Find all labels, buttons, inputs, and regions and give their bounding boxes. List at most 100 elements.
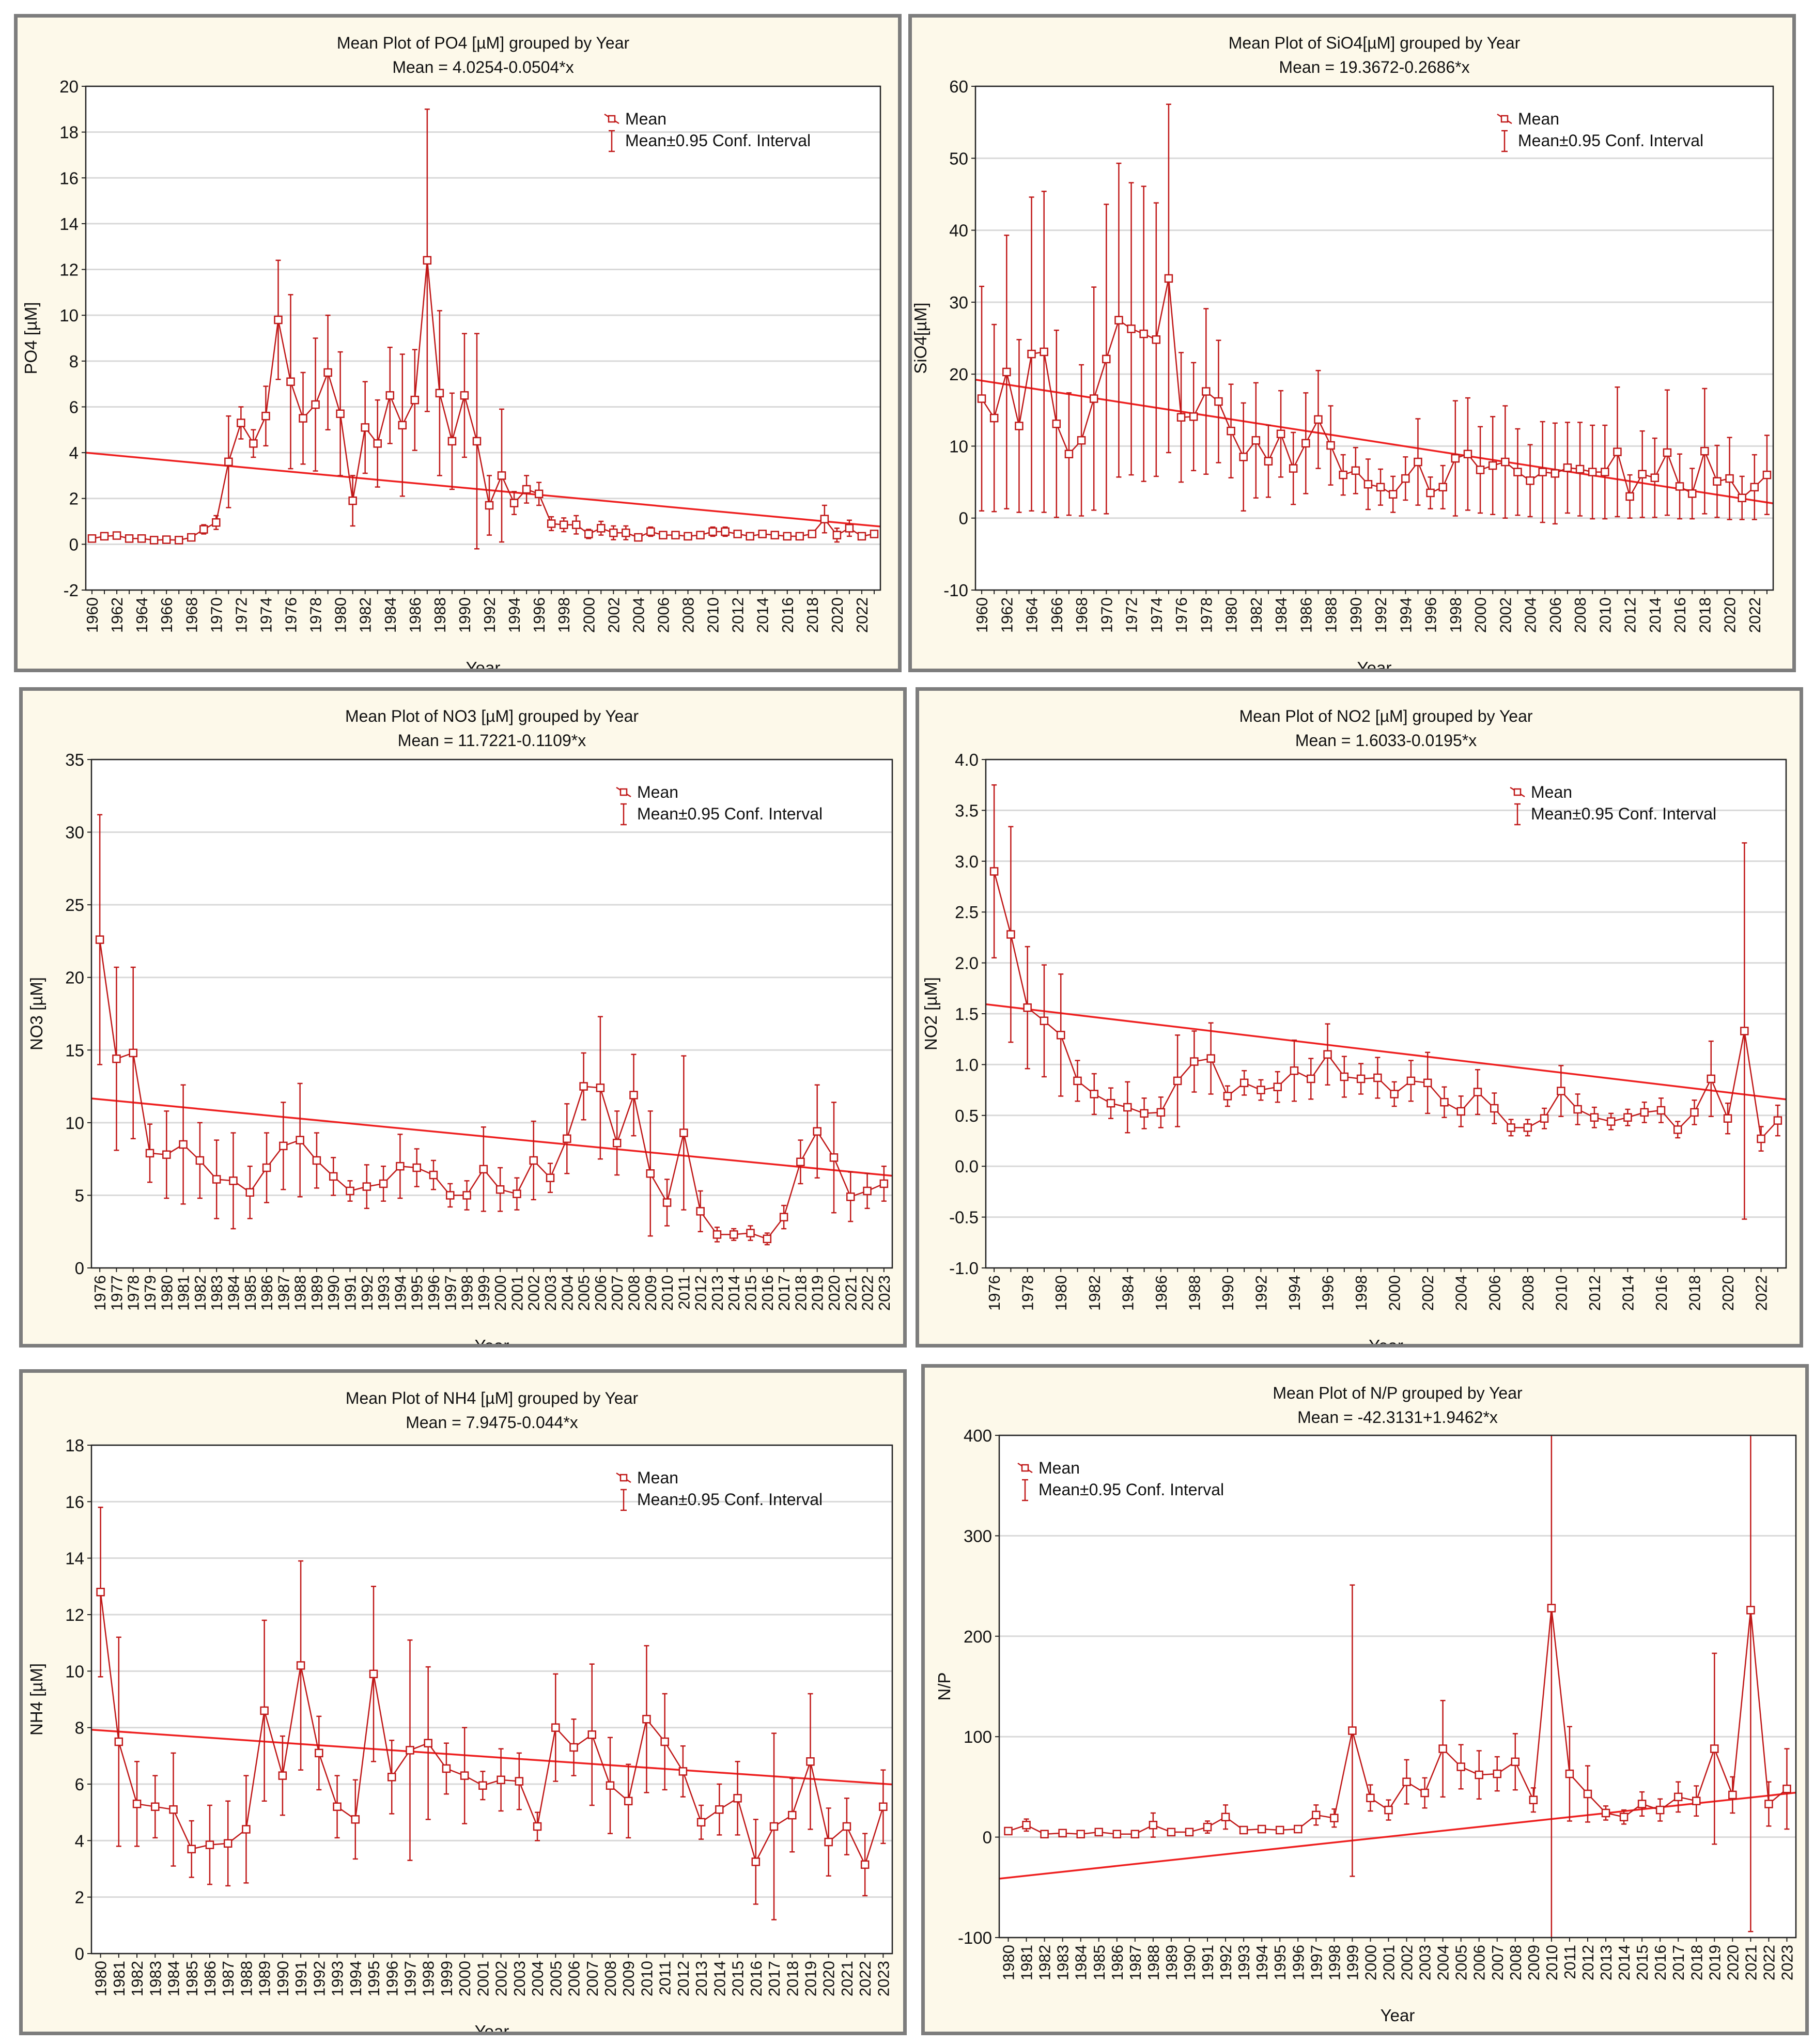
x-tick-label: 2008 (1519, 1275, 1537, 1311)
chart-svg: Mean Plot of NH4 [µM] grouped by Year Mea… (27, 1389, 893, 2032)
x-tick-label: 2017 (1669, 1945, 1687, 1980)
y-tick-label: -100 (958, 1928, 992, 1947)
x-tick-label: 1972 (1123, 597, 1141, 633)
x-tick-label: 1976 (1172, 597, 1190, 633)
x-tick-label: 2012 (692, 1275, 710, 1311)
mean-point (410, 395, 420, 405)
mean-point (479, 1165, 488, 1174)
mean-point (1040, 1016, 1049, 1026)
mean-point (606, 1781, 615, 1790)
mean-point (1725, 474, 1734, 483)
x-tick-label: 2016 (779, 597, 797, 633)
x-tick-label: 1996 (1289, 1945, 1307, 1980)
x-tick-label: 2005 (575, 1275, 593, 1311)
x-tick-label: 1974 (257, 597, 275, 633)
x-tick-label: 1978 (1019, 1275, 1037, 1311)
x-tick-label: 2006 (1485, 1275, 1503, 1311)
x-tick-label: 1987 (274, 1275, 292, 1311)
x-tick-label: 1994 (1397, 597, 1415, 633)
mean-point (597, 524, 606, 533)
chart-subtitle: Mean = 7.9475-0.044*x (406, 1413, 578, 1432)
mean-point (1351, 466, 1360, 475)
x-tick-label: 1997 (441, 1275, 459, 1311)
mean-point (1513, 468, 1522, 476)
mean-point (387, 1773, 396, 1782)
mean-point (1015, 422, 1024, 430)
y-tick-label: 2.5 (955, 903, 979, 922)
x-tick-label: 1980 (332, 597, 350, 633)
x-tick-label: 1980 (158, 1275, 176, 1311)
x-tick-label: 1976 (91, 1275, 109, 1311)
y-tick-label: -1.0 (949, 1259, 979, 1278)
plot-frame (998, 1434, 1797, 1939)
mean-point (361, 423, 369, 432)
mean-point (1511, 1757, 1520, 1767)
x-tick-label: 1985 (183, 1961, 201, 1996)
mean-point (114, 1737, 123, 1746)
mean-point (137, 534, 146, 543)
x-tick-label: 1992 (358, 1275, 376, 1311)
x-tick-label: 2017 (765, 1961, 783, 1996)
y-tick-label: 3.0 (955, 852, 979, 871)
mean-point (509, 499, 519, 507)
x-tick-label: 2023 (875, 1275, 893, 1311)
chart-subtitle: Mean = 1.6033-0.0195*x (1295, 731, 1477, 750)
mean-point (1106, 1098, 1115, 1108)
mean-point (1529, 1795, 1538, 1804)
mean-point (746, 532, 754, 541)
chart-svg: Mean Plot of NO3 [µM] grouped by Year Mea… (27, 707, 893, 1344)
y-tick-label: 15 (65, 1041, 84, 1060)
data-layer (986, 784, 1786, 1220)
mean-point (863, 1186, 872, 1196)
mean-point (779, 1213, 788, 1221)
mean-point (1488, 461, 1497, 470)
x-tick-label: 1984 (1272, 597, 1290, 633)
x-tick-label: 2003 (541, 1275, 560, 1311)
x-tick-label: 2022 (1746, 597, 1764, 633)
x-tick-label: 2022 (1760, 1945, 1778, 1980)
mean-point (806, 1757, 815, 1766)
mean-point (379, 1179, 388, 1188)
legend-mean-label: Mean (625, 110, 666, 128)
x-tick-label: 2000 (1471, 597, 1490, 633)
legend: Mean Mean±0.95 Conf. Interval (1497, 110, 1703, 152)
mean-point (145, 1149, 154, 1158)
x-tick-label: 1982 (128, 1961, 146, 1996)
mean-point (333, 1802, 342, 1811)
y-tick-label: 300 (964, 1526, 992, 1545)
trend-line (91, 1728, 892, 1786)
mean-point (169, 1805, 178, 1814)
x-tick-label: 2003 (1416, 1945, 1434, 1980)
x-tick-label: 1983 (208, 1275, 226, 1311)
y-tick-label: 8 (75, 1718, 84, 1738)
mean-point (296, 1661, 305, 1670)
y-tick-label: 0 (983, 1828, 992, 1847)
mean-point (199, 525, 208, 534)
mean-point (429, 1170, 438, 1180)
x-tick-label: 2008 (601, 1961, 619, 1996)
x-tick-label: 1981 (175, 1275, 193, 1311)
legend-mean-marker (1513, 788, 1522, 796)
chart-svg: Mean Plot of PO4 [µM] grouped by Year Mea… (21, 34, 881, 669)
x-tick-label: 2022 (859, 1275, 877, 1311)
y-tick-label: 0 (69, 535, 79, 554)
mean-point (1588, 468, 1597, 476)
chart-title: Mean Plot of NH4 [µM] grouped by Year (346, 1389, 639, 1407)
x-tick-label: 1962 (998, 597, 1016, 633)
np-ratio-chart-panel: Mean Plot of N/P grouped by Year Mean = -… (921, 1364, 1809, 2035)
mean-point (497, 471, 506, 480)
mean-point (278, 1771, 287, 1780)
mean-point (1762, 470, 1772, 479)
y-tick-label: 6 (75, 1775, 84, 1794)
mean-point (385, 391, 395, 400)
x-tick-label: 1983 (1054, 1945, 1072, 1980)
x-tick-label: 1984 (1119, 1275, 1137, 1311)
mean-line (981, 278, 1768, 499)
mean-point (879, 1179, 889, 1188)
mean-point (1330, 1814, 1339, 1822)
mean-point (813, 1127, 821, 1136)
mean-point (312, 1156, 321, 1165)
x-tick-label: 2014 (1646, 597, 1664, 633)
x-tick-label: 1996 (1319, 1275, 1337, 1311)
mean-point (1613, 447, 1622, 456)
